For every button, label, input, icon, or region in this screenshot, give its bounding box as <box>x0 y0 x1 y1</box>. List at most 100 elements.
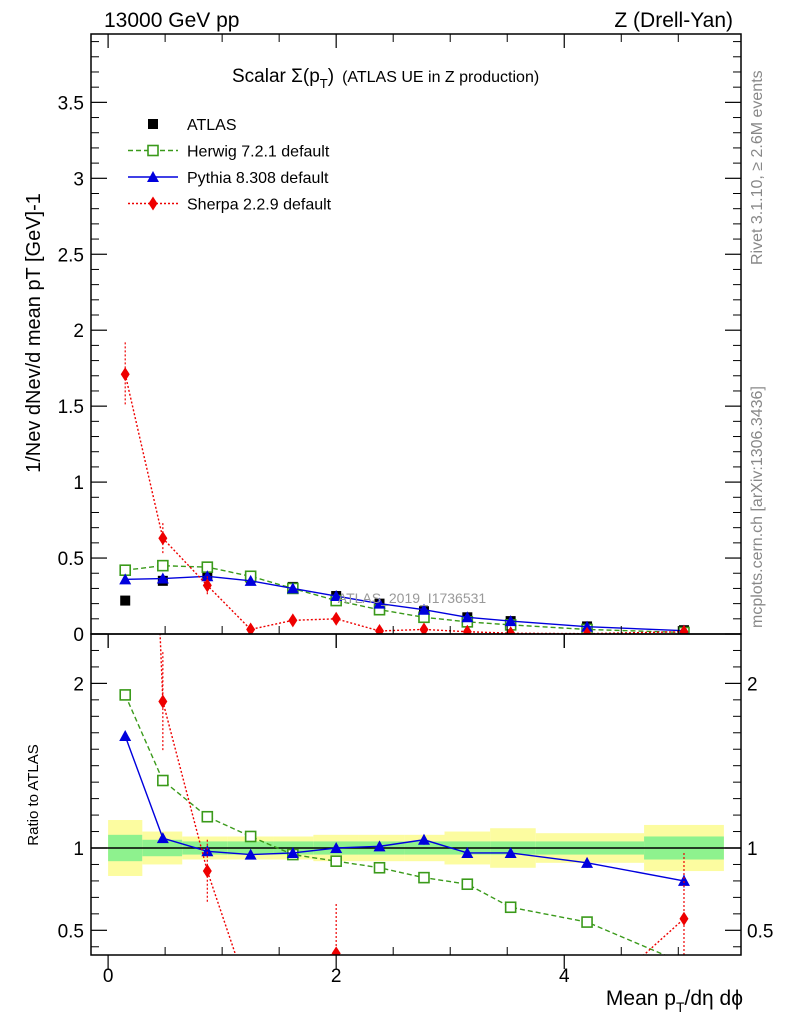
main-herwig-line <box>125 564 685 634</box>
ratio-sherpa-point <box>583 999 592 1013</box>
ratio-sherpa-point <box>158 694 168 709</box>
title-subscript: T <box>320 76 328 91</box>
ratio-sherpa-point <box>679 911 689 926</box>
axes-group: 0 0.5 1 1.5 2 2.5 3 3.5 0.5 0.5 1 1 2 2 0 2 4 <box>58 34 773 987</box>
ratio-panel-data <box>91 634 741 1013</box>
ratio-pythia-point <box>581 856 594 868</box>
legend: ATLAS Herwig 7.2.1 default Pythia 8.308 de… <box>128 117 332 214</box>
main-pythia-point <box>156 572 169 584</box>
main-y-tick-label: 2 <box>73 321 84 342</box>
main-sherpa-point <box>120 367 130 382</box>
ratio-y-tick-label: 2 <box>73 674 84 695</box>
xlabel-subscript: T <box>676 999 685 1015</box>
main-y-tick-label: 0 <box>73 625 84 646</box>
ratio-herwig-point <box>157 774 169 787</box>
main-sherpa-point <box>202 578 212 593</box>
ratio-sherpa-point <box>331 946 341 955</box>
legend-label: ATLAS <box>187 117 237 134</box>
ratio-pythia-point <box>156 832 169 844</box>
ratio-sherpa-point <box>463 983 472 997</box>
x-tick-label: 2 <box>331 966 342 987</box>
main-y-tick-label: 3 <box>73 169 84 190</box>
x-tick-label: 0 <box>103 966 114 987</box>
legend-label: Sherpa 2.2.9 default <box>187 197 332 214</box>
ratio-pythia-point <box>201 845 214 857</box>
ratio-herwig-line <box>124 694 667 955</box>
ratio-pythia-point <box>461 846 474 858</box>
main-title: Scalar Σ(pT) (ATLAS UE in Z production) <box>232 66 539 91</box>
main-pythia-point <box>504 615 517 627</box>
main-sherpa-point <box>246 622 256 634</box>
main-sherpa-point <box>419 622 429 634</box>
rivet-label: Rivet 3.1.10, ≥ 2.6M events <box>749 70 766 265</box>
analysis-watermark: ATLAS_2019_I1736531 <box>338 590 487 606</box>
ratio-pythia-point <box>417 833 430 845</box>
main-sherpa-point <box>331 611 341 626</box>
header-left-label: 13000 GeV pp <box>104 9 239 32</box>
ratio-herwig-point <box>581 916 593 928</box>
main-y-axis-label: 1/Nev dNev/d mean pT [GeV]-1 <box>23 193 45 473</box>
ratio-herwig-point <box>418 871 430 884</box>
ratio-pythia-point <box>504 846 517 858</box>
main-y-tick-label: 1.5 <box>58 397 84 418</box>
main-herwig-point <box>157 559 169 572</box>
xlabel-rest: /dη dϕ <box>685 987 743 1010</box>
ratio-sherpa-point <box>375 989 384 1003</box>
main-atlas-point <box>120 595 131 606</box>
main-sherpa-point <box>679 624 689 634</box>
main-sherpa-point <box>158 531 168 546</box>
ratio-sherpa-point <box>246 992 255 1006</box>
main-y-tick-label: 3.5 <box>58 93 84 114</box>
ratio-herwig-point <box>504 901 517 914</box>
main-y-tick-label: 1 <box>73 473 84 494</box>
ratio-herwig-point <box>679 958 689 968</box>
main-pythia-point <box>417 603 430 615</box>
legend-label: Pythia 8.308 default <box>187 170 329 187</box>
main-sherpa-point <box>375 623 385 634</box>
ratio-panel-frame <box>90 633 742 956</box>
mcplots-label: mcplots.cern.ch [arXiv:1306.3436] <box>749 386 766 628</box>
ratio-sherpa-point <box>288 958 297 972</box>
title-close: ) <box>328 66 334 87</box>
main-pythia-point <box>119 573 132 585</box>
ratio-y-tick-label-right: 1 <box>747 839 758 860</box>
main-pythia-point <box>286 582 299 594</box>
ratio-herwig-point <box>461 878 474 891</box>
title-rest: (ATLAS UE in Z production) <box>342 69 539 86</box>
main-sherpa-point <box>506 626 516 634</box>
main-pythia-point <box>201 570 214 582</box>
legend-marker <box>147 144 159 157</box>
ratio-y-tick-label-right: 2 <box>747 674 758 695</box>
legend-label: Herwig 7.2.1 default <box>187 144 330 161</box>
ratio-herwig-point <box>330 855 342 867</box>
main-pythia-point <box>373 597 386 609</box>
title-main: Scalar Σ(p <box>232 66 320 87</box>
legend-marker <box>148 119 158 129</box>
ratio-pythia-point <box>244 848 257 860</box>
ratio-sherpa-point <box>419 973 428 987</box>
main-y-tick-label: 0.5 <box>58 549 84 570</box>
main-pythia-point <box>461 611 474 623</box>
ratio-y-tick-label-right: 0.5 <box>747 921 773 942</box>
ratio-y-axis-label: Ratio to ATLAS <box>25 744 42 845</box>
x-tick-label: 4 <box>559 966 570 987</box>
ratio-pythia-point <box>373 840 386 852</box>
main-sherpa-point <box>582 626 592 634</box>
ratio-pythia-point <box>677 874 690 886</box>
ratio-sherpa-point <box>506 996 515 1010</box>
legend-marker <box>147 171 159 182</box>
main-pythia-point <box>581 620 594 632</box>
main-pythia-point <box>244 574 257 586</box>
legend-marker <box>148 196 158 211</box>
ratio-pythia-point <box>330 842 343 853</box>
main-panel-data <box>119 342 690 634</box>
main-sherpa-point <box>288 613 298 628</box>
main-sherpa-point <box>462 624 472 634</box>
ratio-y-tick-label: 1 <box>73 839 84 860</box>
ratio-pythia-line <box>124 735 685 882</box>
ratio-herwig-point <box>373 861 386 874</box>
xlabel-main: Mean p <box>606 987 676 1010</box>
ratio-herwig-point <box>201 810 214 823</box>
ratio-herwig-point <box>244 830 257 843</box>
